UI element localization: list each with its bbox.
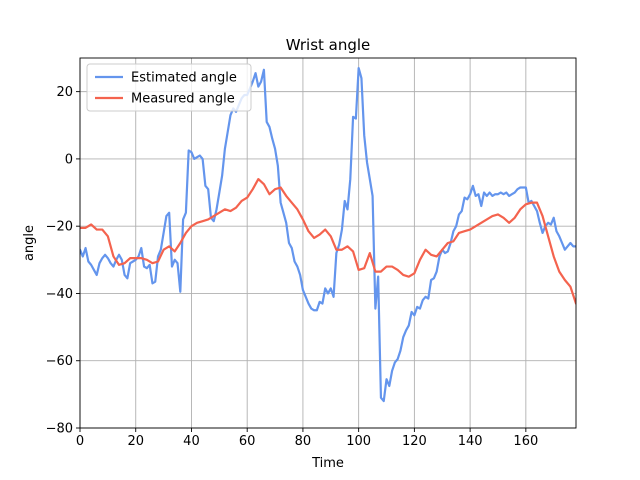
legend-box — [86, 63, 252, 112]
x-tick-label: 60 — [239, 434, 256, 449]
y-tick-label: −20 — [46, 220, 73, 235]
x-axis-label: Time — [311, 456, 344, 471]
chart-title: Wrist angle — [286, 36, 371, 54]
legend-label-measured: Measured angle — [131, 92, 235, 107]
x-tick-label: 0 — [76, 434, 84, 449]
series-line-measured — [80, 177, 576, 305]
x-tick-label: 140 — [458, 434, 483, 449]
x-tick-label: 120 — [402, 434, 427, 449]
legend-label-estimated: Estimated angle — [131, 71, 237, 86]
plot-frame — [79, 57, 577, 429]
x-tick-label: 80 — [295, 434, 312, 449]
x-tick-label: 40 — [183, 434, 200, 449]
y-tick-label: 20 — [56, 85, 73, 100]
y-tick-label: −40 — [46, 287, 73, 302]
y-tick-label: 0 — [65, 152, 73, 167]
y-tick-label: −60 — [46, 354, 73, 369]
axis-ticks: 0 20 40 60 80 100 120 140 160 −80 −60 −40 −20 0 20 — [46, 85, 539, 449]
series-line-estimated — [80, 66, 576, 403]
x-tick-label: 160 — [513, 434, 538, 449]
series-lines — [80, 66, 576, 403]
y-tick-label: −80 — [46, 422, 73, 437]
legend: Estimated angle Measured angle — [86, 63, 252, 112]
y-axis-label: angle — [22, 225, 37, 261]
x-tick-label: 20 — [127, 434, 144, 449]
x-tick-label: 100 — [346, 434, 371, 449]
